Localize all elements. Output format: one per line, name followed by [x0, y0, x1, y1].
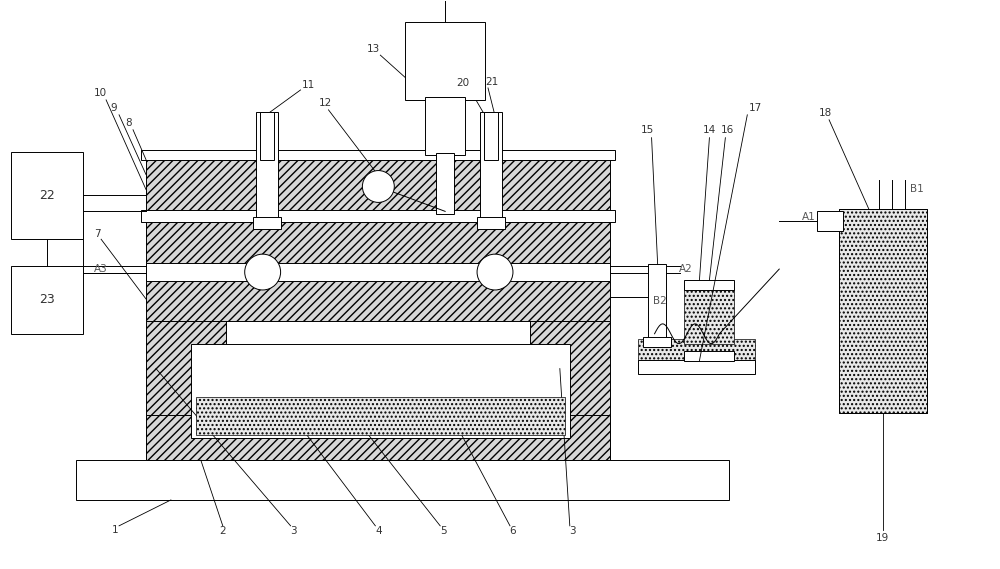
Bar	[191, 344, 570, 438]
Bar	[11, 266, 83, 334]
Text: 2: 2	[219, 526, 226, 536]
Text: 21: 21	[485, 77, 499, 87]
Text: 13: 13	[367, 44, 380, 54]
Text: 5: 5	[440, 526, 446, 536]
Text: 8: 8	[126, 118, 132, 128]
Text: 1: 1	[112, 525, 118, 535]
Bar	[146, 222, 610, 264]
Text: 9: 9	[111, 103, 117, 113]
Bar	[684, 280, 734, 290]
Text: B2: B2	[653, 296, 666, 306]
Bar	[146, 160, 610, 211]
Bar	[146, 263, 610, 281]
Text: 16: 16	[721, 125, 734, 135]
Text: 17: 17	[749, 103, 762, 113]
Bar	[484, 112, 498, 160]
Bar	[141, 150, 615, 160]
Text: 14: 14	[703, 125, 716, 135]
Text: 6: 6	[510, 526, 516, 536]
Text: 19: 19	[876, 533, 890, 543]
Text: A3: A3	[94, 264, 108, 274]
Bar	[260, 112, 274, 160]
Bar	[436, 152, 454, 215]
Text: 23: 23	[39, 294, 55, 307]
Bar	[196, 397, 565, 435]
Text: 22: 22	[39, 189, 55, 202]
Bar	[638, 360, 755, 374]
Bar	[817, 211, 843, 231]
Bar	[405, 22, 485, 100]
Circle shape	[362, 171, 394, 203]
Bar	[11, 152, 83, 239]
Text: 3: 3	[569, 526, 576, 536]
Bar	[648, 264, 666, 339]
Text: 4: 4	[375, 526, 382, 536]
Bar	[256, 112, 278, 219]
Bar	[146, 415, 610, 460]
Text: 10: 10	[94, 88, 107, 98]
Text: B1: B1	[910, 184, 924, 195]
Bar	[684, 351, 734, 361]
Bar	[477, 217, 505, 229]
Bar	[146, 321, 226, 460]
Circle shape	[245, 254, 281, 290]
Text: 15: 15	[641, 125, 654, 135]
Circle shape	[477, 254, 513, 290]
Bar	[141, 211, 615, 222]
Bar	[839, 209, 927, 413]
Bar	[480, 112, 502, 219]
Bar	[425, 97, 465, 155]
Bar	[638, 339, 755, 361]
Text: 18: 18	[818, 108, 832, 118]
Bar	[643, 337, 671, 347]
Text: 3: 3	[290, 526, 297, 536]
Text: 7: 7	[94, 229, 100, 239]
Bar	[839, 209, 927, 413]
Text: 12: 12	[319, 98, 332, 108]
Bar	[146, 279, 610, 321]
Bar	[253, 217, 281, 229]
Bar	[684, 288, 734, 344]
Text: 11: 11	[302, 80, 315, 90]
Text: 20: 20	[457, 78, 470, 88]
Text: A2: A2	[679, 264, 692, 274]
Bar	[76, 460, 729, 500]
Text: A1: A1	[802, 212, 816, 222]
Bar	[530, 321, 610, 460]
